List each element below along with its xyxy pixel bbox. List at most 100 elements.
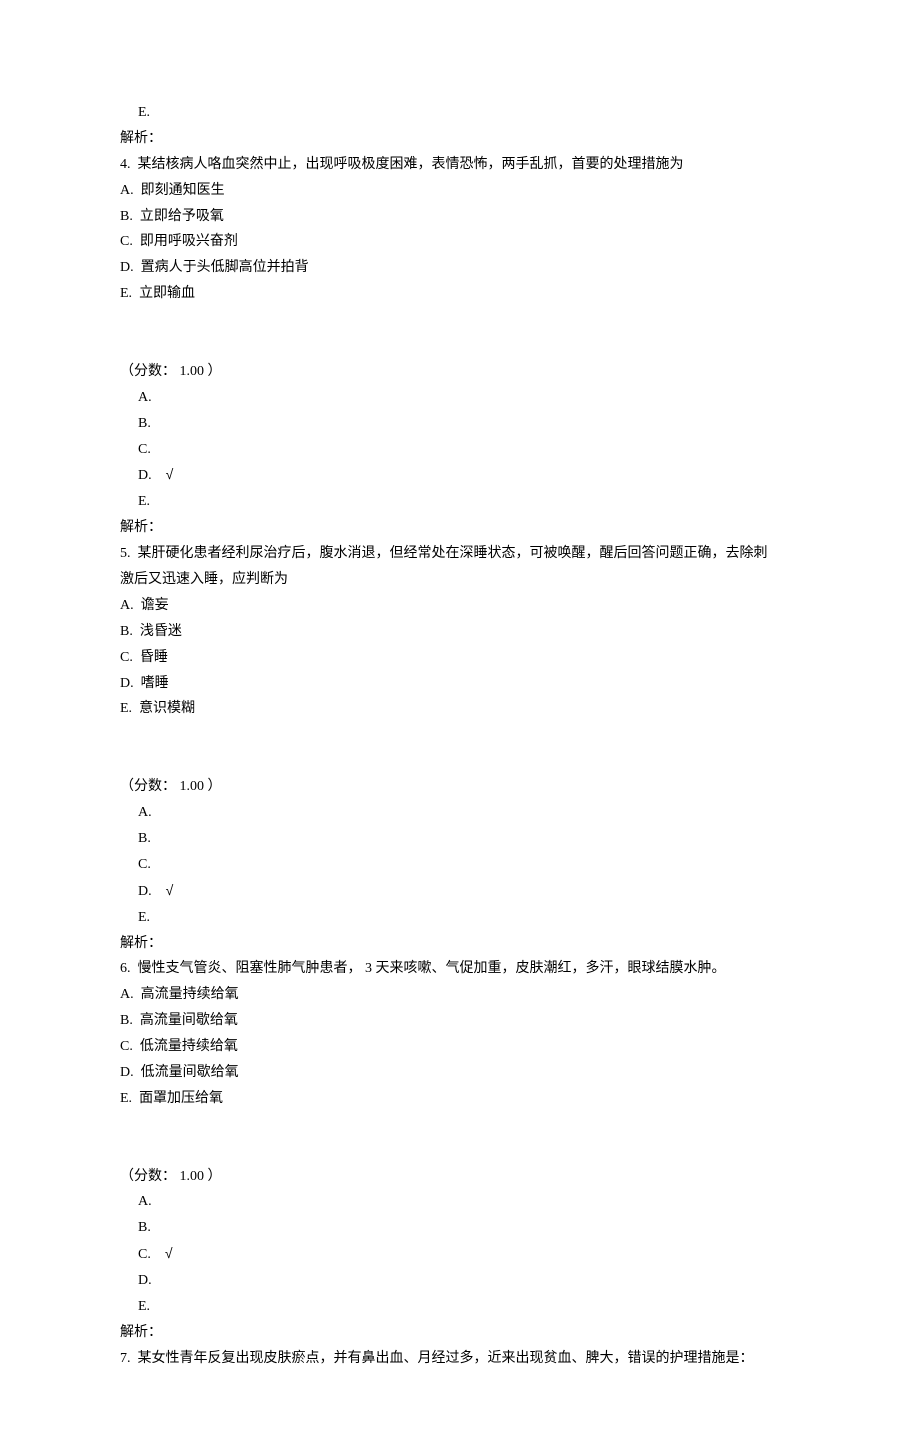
q5-choice-a: A. 谵妄 xyxy=(120,593,800,619)
choice-letter: C. xyxy=(120,234,133,249)
choice-letter: B. xyxy=(120,624,133,639)
q6-analysis-label: 解析： xyxy=(120,1320,800,1346)
q5-stem-line2: 激后又迅速入睡，应判断为 xyxy=(120,567,800,593)
q6-answer-d: D. xyxy=(120,1268,800,1294)
choice-letter: C. xyxy=(120,650,133,665)
q4-answer-e: E. xyxy=(120,489,800,515)
choice-text: 高流量间歇给氧 xyxy=(140,1013,238,1028)
q7-stem-text: 某女性青年反复出现皮肤瘀点，并有鼻出血、月经过多，近来出现贫血、脾大，错误的护理… xyxy=(138,1351,754,1366)
choice-letter: C. xyxy=(120,1039,133,1054)
q6-choice-d: D. 低流量间歇给氧 xyxy=(120,1060,800,1086)
q5-answer-b: B. xyxy=(120,826,800,852)
q5-answer-e: E. xyxy=(120,905,800,931)
choice-letter: A. xyxy=(120,598,134,613)
check-mark-icon: √ xyxy=(165,1245,173,1261)
q4-answer-c: C. xyxy=(120,437,800,463)
q6-choice-a: A. 高流量持续给氧 xyxy=(120,982,800,1008)
answer-letter: C. xyxy=(138,1247,151,1262)
answer-letter: D. xyxy=(138,1273,152,1288)
q5-answer-a: A. xyxy=(120,800,800,826)
q3-answer-e: E. xyxy=(120,100,800,126)
answer-letter: A. xyxy=(138,805,152,820)
q5-answer-d: D. √ xyxy=(120,878,800,905)
choice-text: 低流量持续给氧 xyxy=(140,1039,238,1054)
check-mark-icon: √ xyxy=(166,466,174,482)
q6-answer-b: B. xyxy=(120,1215,800,1241)
q5-choice-b: B. 浅昏迷 xyxy=(120,619,800,645)
choice-text: 即刻通知医生 xyxy=(141,183,225,198)
choice-letter: E. xyxy=(120,1091,132,1106)
answer-letter: B. xyxy=(138,831,151,846)
answer-letter: E. xyxy=(138,1299,150,1314)
answer-letter: A. xyxy=(138,390,152,405)
q4-choice-d: D. 置病人于头低脚高位并拍背 xyxy=(120,255,800,281)
q4-stem-text: 某结核病人咯血突然中止，出现呼吸极度困难，表情恐怖，两手乱抓，首要的处理措施为 xyxy=(138,157,684,172)
q4-stem: 4. 某结核病人咯血突然中止，出现呼吸极度困难，表情恐怖，两手乱抓，首要的处理措… xyxy=(120,152,800,178)
choice-text: 浅昏迷 xyxy=(140,624,182,639)
q6-answer-c: C. √ xyxy=(120,1241,800,1268)
choice-letter: B. xyxy=(120,1013,133,1028)
choice-letter: D. xyxy=(120,1065,134,1080)
answer-letter: B. xyxy=(138,416,151,431)
answer-letter: B. xyxy=(138,1220,151,1235)
q4-analysis-label: 解析： xyxy=(120,515,800,541)
choice-letter: A. xyxy=(120,987,134,1002)
q4-choice-e: E. 立即输血 xyxy=(120,281,800,307)
q6-answer-e: E. xyxy=(120,1294,800,1320)
q4-answer-b: B. xyxy=(120,411,800,437)
choice-letter: B. xyxy=(120,209,133,224)
q5-number: 5. xyxy=(120,546,131,561)
answer-letter: D. xyxy=(138,884,152,899)
q5-stem-line1: 5. 某肝硬化患者经利尿治疗后，腹水消退，但经常处在深睡状态，可被唤醒，醒后回答… xyxy=(120,541,800,567)
choice-text: 意识模糊 xyxy=(139,701,195,716)
q5-score: （分数： 1.00 ） xyxy=(120,774,800,800)
q5-choice-e: E. 意识模糊 xyxy=(120,696,800,722)
q6-answer-a: A. xyxy=(120,1189,800,1215)
q4-choice-a: A. 即刻通知医生 xyxy=(120,178,800,204)
q4-score: （分数： 1.00 ） xyxy=(120,359,800,385)
q5-choice-c: C. 昏睡 xyxy=(120,645,800,671)
choice-text: 立即输血 xyxy=(139,286,195,301)
choice-letter: A. xyxy=(120,183,134,198)
q5-choice-d: D. 嗜睡 xyxy=(120,671,800,697)
choice-text: 立即给予吸氧 xyxy=(140,209,224,224)
check-mark-icon: √ xyxy=(166,882,174,898)
choice-letter: E. xyxy=(120,286,132,301)
q7-stem: 7. 某女性青年反复出现皮肤瘀点，并有鼻出血、月经过多，近来出现贫血、脾大，错误… xyxy=(120,1346,800,1372)
q5-stem-text1: 某肝硬化患者经利尿治疗后，腹水消退，但经常处在深睡状态，可被唤醒，醒后回答问题正… xyxy=(138,546,768,561)
choice-text: 昏睡 xyxy=(140,650,168,665)
q6-choice-e: E. 面罩加压给氧 xyxy=(120,1086,800,1112)
q4-choice-b: B. 立即给予吸氧 xyxy=(120,204,800,230)
q4-answer-d: D. √ xyxy=(120,462,800,489)
q3-analysis-label: 解析： xyxy=(120,126,800,152)
answer-letter: A. xyxy=(138,1194,152,1209)
answer-letter: D. xyxy=(138,468,152,483)
q4-answer-a: A. xyxy=(120,385,800,411)
q6-choice-c: C. 低流量持续给氧 xyxy=(120,1034,800,1060)
choice-letter: E. xyxy=(120,701,132,716)
q4-choice-c: C. 即用呼吸兴奋剂 xyxy=(120,229,800,255)
choice-text: 嗜睡 xyxy=(141,676,169,691)
q7-number: 7. xyxy=(120,1351,131,1366)
choice-text: 高流量持续给氧 xyxy=(141,987,239,1002)
q6-stem: 6. 慢性支气管炎、阻塞性肺气肿患者， 3 天来咳嗽、气促加重，皮肤潮红，多汗，… xyxy=(120,956,800,982)
answer-letter: E. xyxy=(138,494,150,509)
q6-stem-text: 慢性支气管炎、阻塞性肺气肿患者， 3 天来咳嗽、气促加重，皮肤潮红，多汗，眼球结… xyxy=(138,961,726,976)
answer-letter: C. xyxy=(138,857,151,872)
q6-choice-b: B. 高流量间歇给氧 xyxy=(120,1008,800,1034)
q5-analysis-label: 解析： xyxy=(120,931,800,957)
choice-letter: D. xyxy=(120,260,134,275)
q5-answer-c: C. xyxy=(120,852,800,878)
choice-text: 面罩加压给氧 xyxy=(139,1091,223,1106)
q6-number: 6. xyxy=(120,961,131,976)
choice-letter: D. xyxy=(120,676,134,691)
q6-score: （分数： 1.00 ） xyxy=(120,1164,800,1190)
choice-text: 低流量间歇给氧 xyxy=(141,1065,239,1080)
choice-text: 即用呼吸兴奋剂 xyxy=(140,234,238,249)
answer-letter: E. xyxy=(138,910,150,925)
answer-letter: C. xyxy=(138,442,151,457)
choice-text: 置病人于头低脚高位并拍背 xyxy=(141,260,309,275)
q4-number: 4. xyxy=(120,157,131,172)
choice-text: 谵妄 xyxy=(141,598,169,613)
answer-letter: E. xyxy=(138,105,150,120)
